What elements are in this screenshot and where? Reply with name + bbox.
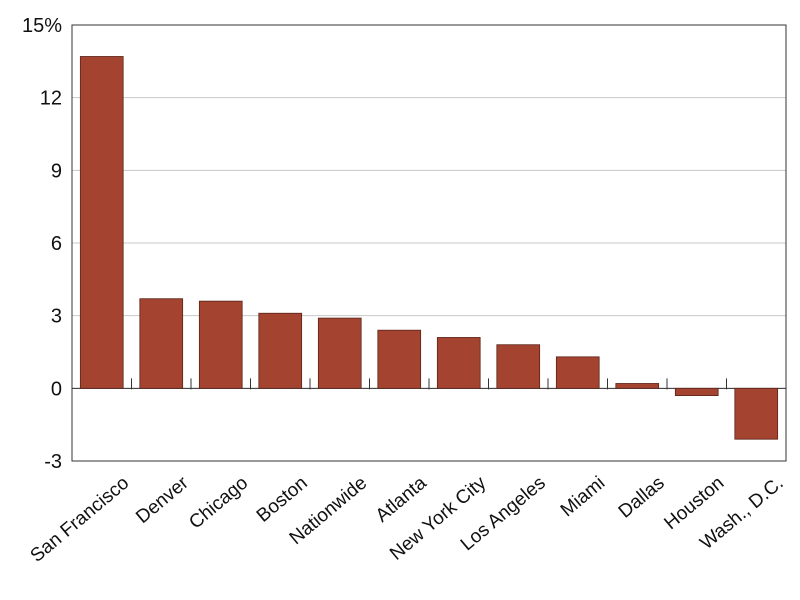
bar-los-angeles bbox=[496, 344, 541, 389]
x-tick-label: Dallas bbox=[615, 473, 669, 523]
bar-nationwide bbox=[317, 317, 362, 389]
y-tick-label: 15% bbox=[22, 15, 62, 37]
bar-dallas bbox=[615, 383, 660, 389]
y-tick-label: -3 bbox=[44, 451, 62, 473]
x-tick-label: Denver bbox=[132, 472, 193, 528]
bar-denver bbox=[139, 298, 184, 389]
bar-wash-d-c bbox=[734, 387, 779, 440]
bar-boston bbox=[258, 312, 303, 389]
x-tick-label: Miami bbox=[557, 473, 609, 522]
x-tick-label: San Francisco bbox=[27, 473, 134, 567]
bar-chicago bbox=[198, 300, 243, 389]
x-tick-label: Chicago bbox=[185, 473, 252, 534]
y-tick-label: 12 bbox=[40, 88, 62, 110]
y-tick-label: 3 bbox=[51, 306, 62, 328]
bar-san-francisco bbox=[79, 56, 124, 389]
bar-atlanta bbox=[377, 329, 422, 389]
bar-miami bbox=[555, 356, 600, 389]
y-tick-label: 9 bbox=[51, 160, 62, 182]
y-tick-label: 6 bbox=[51, 233, 62, 255]
bar-new-york-city bbox=[436, 337, 481, 389]
plot-frame bbox=[71, 24, 787, 462]
bar-houston bbox=[674, 387, 719, 397]
y-tick-label: 0 bbox=[51, 378, 62, 400]
